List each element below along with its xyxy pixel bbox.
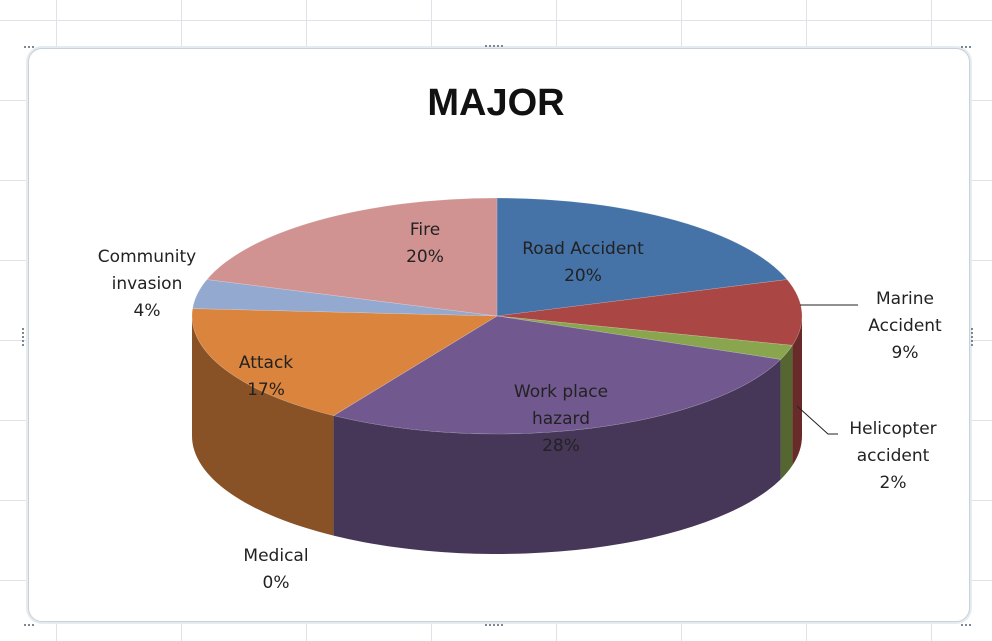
data-label-work-place-hazard: hazard: [532, 409, 590, 429]
resize-handle-top-left[interactable]: [24, 46, 34, 48]
data-label-marine-accident: Accident: [868, 316, 942, 336]
data-label-community-invasion: invasion: [112, 274, 183, 294]
data-label-percent-medical: 0%: [263, 573, 290, 593]
data-label-percent-work-place-hazard: 28%: [542, 436, 580, 456]
pie-slice-attack: [191, 308, 499, 416]
data-label-medical: Medical: [243, 546, 308, 566]
data-label-road-accident: Road Accident: [522, 239, 644, 259]
pie-side-work-place-hazard: [333, 359, 781, 554]
pie-side-helicopter-accident: [780, 345, 793, 480]
pie-slice-community-invasion: [192, 279, 498, 317]
data-label-attack: Attack: [239, 353, 293, 373]
pie-side-attack: [192, 316, 334, 536]
data-label-work-place-hazard: Work place: [514, 382, 608, 402]
pie-slice-road-accident: [496, 197, 788, 317]
data-label-percent-marine-accident: 9%: [892, 343, 919, 363]
data-label-percent-attack: 17%: [247, 380, 285, 400]
resize-handle-top-right[interactable]: [961, 46, 971, 48]
data-labels: Road Accident 20% Marine Accident 9% Helicopt…: [98, 220, 942, 593]
data-label-marine-accident: Marine: [876, 289, 934, 309]
resize-handle-bottom-right[interactable]: [961, 624, 971, 626]
resize-handle-right[interactable]: [971, 328, 973, 346]
resize-handle-bottom-left[interactable]: [24, 624, 34, 626]
pie-sides: [192, 316, 802, 554]
pie-side-marine-accident: [792, 316, 802, 466]
data-label-percent-helicopter-accident: 2%: [880, 473, 907, 493]
data-label-percent-road-accident: 20%: [564, 266, 602, 286]
data-label-percent-community-invasion: 4%: [134, 301, 161, 321]
data-label-percent-fire: 20%: [406, 247, 444, 267]
resize-handle-left[interactable]: [22, 328, 24, 346]
resize-handle-top[interactable]: [485, 45, 503, 47]
resize-handle-bottom[interactable]: [485, 624, 503, 626]
chart-title: MAJOR: [427, 82, 565, 124]
data-label-community-invasion: Community: [98, 247, 196, 267]
data-label-fire: Fire: [410, 220, 440, 240]
data-label-helicopter-accident: Helicopter: [849, 419, 936, 439]
pie-slice-helicopter-accident: [496, 315, 793, 360]
data-label-helicopter-accident: accident: [857, 446, 930, 466]
leader-line-helicopter-accident: [796, 405, 838, 435]
pie-tops: [191, 197, 803, 435]
pie-slice-fire: [206, 197, 498, 317]
pie-slice-work-place-hazard: [332, 315, 782, 435]
pie-slice-marine-accident: [496, 279, 803, 346]
